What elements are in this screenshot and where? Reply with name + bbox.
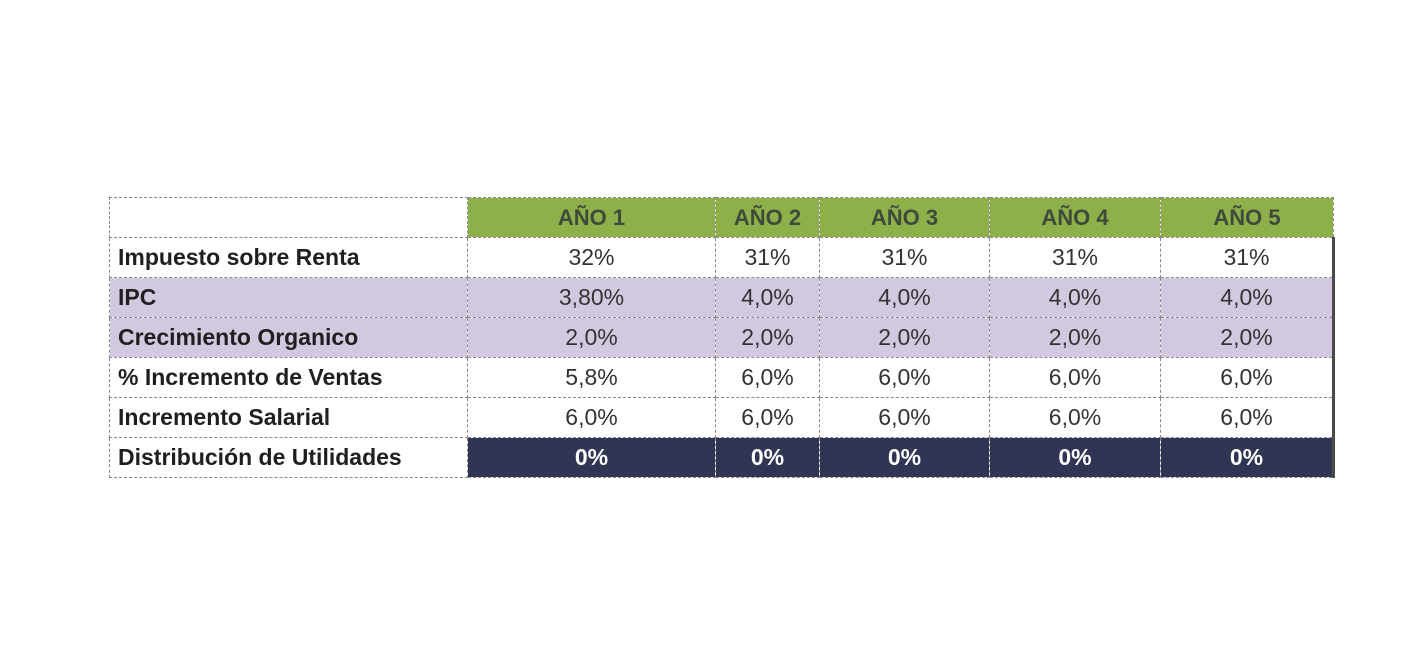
table-cell: 31%	[715, 237, 820, 278]
header-year-5: AÑO 5	[1160, 197, 1334, 238]
assumptions-table: AÑO 1 AÑO 2 AÑO 3 AÑO 4 AÑO 5 Impuesto s…	[109, 197, 1335, 478]
table-row: Distribución de Utilidades 0% 0% 0% 0% 0…	[109, 437, 1335, 478]
table-cell: 6,0%	[819, 357, 990, 398]
table-cell: 31%	[1160, 237, 1335, 278]
row-label: IPC	[109, 277, 468, 318]
row-label: Crecimiento Organico	[109, 317, 468, 358]
table-cell: 0%	[989, 437, 1161, 478]
table-cell: 6,0%	[1160, 357, 1335, 398]
table-cell: 2,0%	[467, 317, 716, 358]
table-row: IPC 3,80% 4,0% 4,0% 4,0% 4,0%	[109, 277, 1335, 318]
header-row: AÑO 1 AÑO 2 AÑO 3 AÑO 4 AÑO 5	[109, 197, 1334, 238]
header-year-1: AÑO 1	[467, 197, 716, 238]
table-cell: 5,8%	[467, 357, 716, 398]
table-cell: 6,0%	[989, 357, 1161, 398]
table-cell: 31%	[989, 237, 1161, 278]
header-year-4: AÑO 4	[989, 197, 1161, 238]
table-cell: 4,0%	[989, 277, 1161, 318]
table-row: Incremento Salarial 6,0% 6,0% 6,0% 6,0% …	[109, 397, 1335, 438]
table-cell: 31%	[819, 237, 990, 278]
table-cell: 2,0%	[1160, 317, 1335, 358]
row-label: Impuesto sobre Renta	[109, 237, 468, 278]
table-row: % Incremento de Ventas 5,8% 6,0% 6,0% 6,…	[109, 357, 1335, 398]
table-cell: 4,0%	[715, 277, 820, 318]
table-cell: 2,0%	[989, 317, 1161, 358]
table-cell: 0%	[715, 437, 820, 478]
table-cell: 0%	[819, 437, 990, 478]
table-cell: 4,0%	[819, 277, 990, 318]
table-cell: 6,0%	[1160, 397, 1335, 438]
row-label: Incremento Salarial	[109, 397, 468, 438]
table-cell: 4,0%	[1160, 277, 1335, 318]
table-cell: 6,0%	[715, 357, 820, 398]
table-cell: 6,0%	[467, 397, 716, 438]
table-cell: 3,80%	[467, 277, 716, 318]
table-cell: 32%	[467, 237, 716, 278]
table-row: Crecimiento Organico 2,0% 2,0% 2,0% 2,0%…	[109, 317, 1335, 358]
row-label: % Incremento de Ventas	[109, 357, 468, 398]
table-row: Impuesto sobre Renta 32% 31% 31% 31% 31%	[109, 237, 1335, 278]
header-year-2: AÑO 2	[715, 197, 820, 238]
header-corner-cell	[109, 197, 468, 238]
table-cell: 6,0%	[989, 397, 1161, 438]
table-cell: 0%	[1160, 437, 1335, 478]
table-cell: 6,0%	[819, 397, 990, 438]
table-cell: 6,0%	[715, 397, 820, 438]
table-cell: 2,0%	[715, 317, 820, 358]
table-cell: 0%	[467, 437, 716, 478]
header-year-3: AÑO 3	[819, 197, 990, 238]
table-cell: 2,0%	[819, 317, 990, 358]
row-label: Distribución de Utilidades	[109, 437, 468, 478]
